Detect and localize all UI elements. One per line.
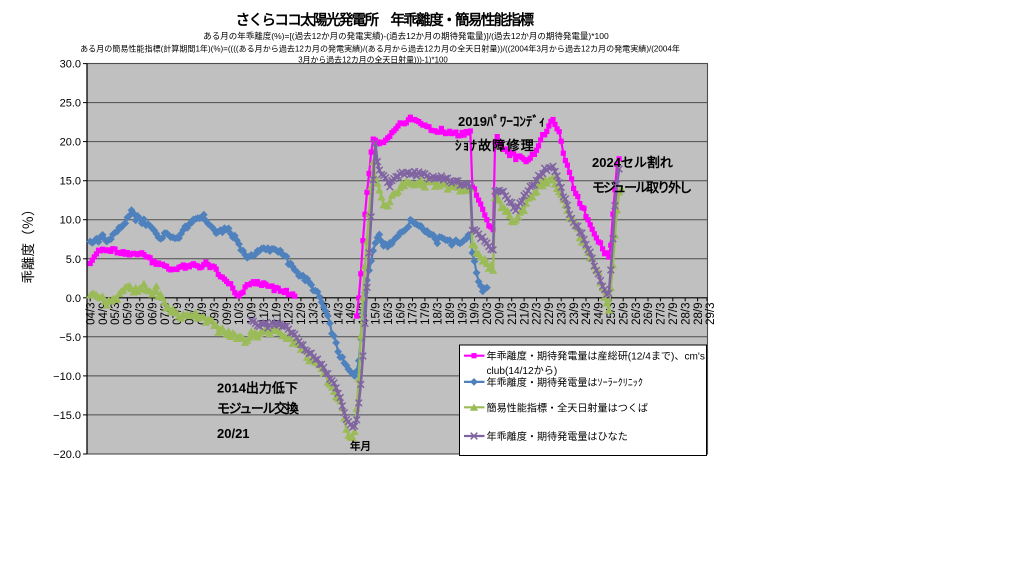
svg-text:20/9: 20/9	[495, 303, 507, 325]
svg-text:16/3: 16/3	[383, 303, 395, 325]
svg-text:2014出力低下: 2014出力低下	[217, 381, 298, 396]
svg-text:−15.0: −15.0	[53, 410, 81, 422]
svg-text:−10.0: −10.0	[53, 371, 81, 383]
svg-text:26/3: 26/3	[631, 303, 643, 325]
svg-text:21/3: 21/3	[507, 303, 519, 325]
svg-text:−20.0: −20.0	[53, 449, 81, 461]
svg-text:5.0: 5.0	[66, 254, 81, 266]
svg-text:05/9: 05/9	[123, 303, 135, 325]
svg-text:25/9: 25/9	[618, 303, 630, 325]
svg-text:0.0: 0.0	[66, 293, 81, 305]
svg-text:24/3: 24/3	[581, 303, 593, 325]
svg-text:19/9: 19/9	[470, 303, 482, 325]
svg-text:年乖離度・期待発電量はｿｰﾗｰｸﾘﾆｯｸ: 年乖離度・期待発電量はｿｰﾗｰｸﾘﾆｯｸ	[487, 376, 643, 389]
svg-text:10/3: 10/3	[234, 303, 246, 325]
svg-text:11/3: 11/3	[259, 303, 271, 325]
svg-text:モジュール取り外し: モジュール取り外し	[592, 180, 691, 195]
svg-text:16/9: 16/9	[395, 303, 407, 325]
svg-text:モジュール交換: モジュール交換	[217, 401, 300, 416]
svg-text:年月: 年月	[350, 440, 371, 453]
svg-text:06/9: 06/9	[147, 303, 159, 325]
svg-text:30.0: 30.0	[60, 59, 81, 71]
svg-text:年乖離度・期待発電量は産総研(12/4まで)、cm's: 年乖離度・期待発電量は産総研(12/4まで)、cm's	[487, 350, 705, 363]
svg-text:05/3: 05/3	[110, 303, 122, 325]
svg-text:18/9: 18/9	[445, 303, 457, 325]
svg-text:27/3: 27/3	[656, 303, 668, 325]
svg-text:25.0: 25.0	[60, 98, 81, 110]
svg-text:28/3: 28/3	[680, 303, 692, 325]
svg-text:17/3: 17/3	[408, 303, 420, 325]
svg-text:3月から過去12カ月の全天日射量)))-1)*100: 3月から過去12カ月の全天日射量)))-1)*100	[298, 55, 448, 65]
svg-text:club(14/12から): club(14/12から)	[487, 365, 558, 377]
svg-text:20.0: 20.0	[60, 137, 81, 149]
svg-text:19/3: 19/3	[457, 303, 469, 325]
svg-text:17/9: 17/9	[420, 303, 432, 325]
svg-text:22/9: 22/9	[544, 303, 556, 325]
svg-text:13/3: 13/3	[309, 303, 321, 325]
svg-text:23/9: 23/9	[569, 303, 581, 325]
svg-text:ある月の簡易性能指標(計算期間1年)(%)=((((ある月か: ある月の簡易性能指標(計算期間1年)(%)=((((ある月から過去12カ月の発電…	[80, 44, 680, 54]
svg-text:14/9: 14/9	[346, 303, 358, 325]
svg-text:10.0: 10.0	[60, 215, 81, 227]
svg-text:28/9: 28/9	[693, 303, 705, 325]
svg-text:−5.0: −5.0	[59, 332, 81, 344]
svg-text:14/3: 14/3	[333, 303, 345, 325]
svg-text:09/9: 09/9	[222, 303, 234, 325]
svg-text:11/9: 11/9	[271, 303, 283, 325]
svg-text:04/3: 04/3	[85, 303, 97, 325]
svg-text:ある月の年乖離度(%)=[(過去12か月の発電実績)-(過去: ある月の年乖離度(%)=[(過去12か月の発電実績)-(過去12か月の期待発電量…	[203, 31, 609, 41]
svg-text:年乖離度・期待発電量はひなた: 年乖離度・期待発電量はひなた	[487, 430, 628, 443]
svg-text:20/21: 20/21	[217, 426, 250, 441]
svg-text:27/9: 27/9	[668, 303, 680, 325]
svg-text:18/3: 18/3	[433, 303, 445, 325]
svg-text:21/9: 21/9	[519, 303, 531, 325]
svg-text:15/9: 15/9	[371, 303, 383, 325]
svg-text:12/9: 12/9	[296, 303, 308, 325]
svg-text:26/9: 26/9	[643, 303, 655, 325]
svg-text:ｼｮﾅ故障修理: ｼｮﾅ故障修理	[455, 138, 535, 153]
svg-text:さくらココ太陽光発電所 年乖離度・簡易性能指標: さくらココ太陽光発電所 年乖離度・簡易性能指標	[236, 11, 535, 29]
svg-text:2024セル割れ: 2024セル割れ	[592, 155, 673, 170]
svg-text:12/3: 12/3	[284, 303, 296, 325]
svg-text:06/3: 06/3	[135, 303, 147, 325]
svg-text:23/3: 23/3	[556, 303, 568, 325]
svg-text:24/9: 24/9	[594, 303, 606, 325]
svg-text:29/3: 29/3	[705, 303, 717, 325]
svg-text:22/3: 22/3	[532, 303, 544, 325]
svg-text:20/3: 20/3	[482, 302, 494, 324]
svg-text:2019ﾊﾟﾜｰｺﾝﾃﾞｨ: 2019ﾊﾟﾜｰｺﾝﾃﾞｨ	[458, 114, 545, 129]
svg-text:乖離度（％）: 乖離度（％）	[21, 203, 36, 284]
svg-text:15.0: 15.0	[60, 176, 81, 188]
svg-text:簡易性能指標・全天日射量はつくば: 簡易性能指標・全天日射量はつくば	[487, 401, 649, 414]
